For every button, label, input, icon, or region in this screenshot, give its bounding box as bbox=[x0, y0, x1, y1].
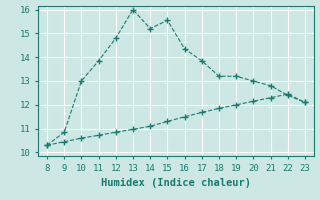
X-axis label: Humidex (Indice chaleur): Humidex (Indice chaleur) bbox=[101, 178, 251, 188]
